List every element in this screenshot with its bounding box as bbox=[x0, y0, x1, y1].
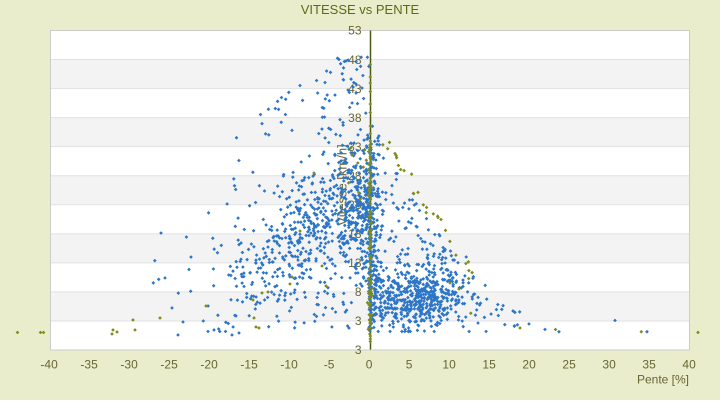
svg-text:-10: -10 bbox=[280, 358, 298, 372]
svg-text:48: 48 bbox=[348, 53, 362, 67]
svg-text:35: 35 bbox=[642, 358, 656, 372]
svg-text:Vitesse [km/h]: Vitesse [km/h] bbox=[335, 144, 350, 225]
svg-text:-15: -15 bbox=[240, 358, 258, 372]
svg-text:VITESSE vs PENTE: VITESSE vs PENTE bbox=[301, 2, 420, 17]
svg-text:8: 8 bbox=[355, 285, 362, 299]
svg-text:-25: -25 bbox=[160, 358, 178, 372]
svg-text:40: 40 bbox=[682, 358, 696, 372]
svg-text:0: 0 bbox=[366, 358, 373, 372]
svg-text:-40: -40 bbox=[40, 358, 58, 372]
svg-text:13: 13 bbox=[348, 256, 362, 270]
svg-text:20: 20 bbox=[522, 358, 536, 372]
svg-text:Pente [%]: Pente [%] bbox=[637, 373, 689, 387]
svg-text:25: 25 bbox=[562, 358, 576, 372]
svg-text:15: 15 bbox=[482, 358, 496, 372]
svg-text:-20: -20 bbox=[200, 358, 218, 372]
svg-text:5: 5 bbox=[406, 358, 413, 372]
svg-text:38: 38 bbox=[348, 111, 362, 125]
svg-text:53: 53 bbox=[348, 24, 362, 38]
svg-text:-35: -35 bbox=[80, 358, 98, 372]
svg-text:3: 3 bbox=[355, 314, 362, 328]
svg-text:30: 30 bbox=[602, 358, 616, 372]
svg-text:43: 43 bbox=[348, 82, 362, 96]
svg-text:3: 3 bbox=[355, 343, 362, 357]
svg-text:-5: -5 bbox=[324, 358, 335, 372]
svg-text:-30: -30 bbox=[120, 358, 138, 372]
svg-text:10: 10 bbox=[442, 358, 456, 372]
